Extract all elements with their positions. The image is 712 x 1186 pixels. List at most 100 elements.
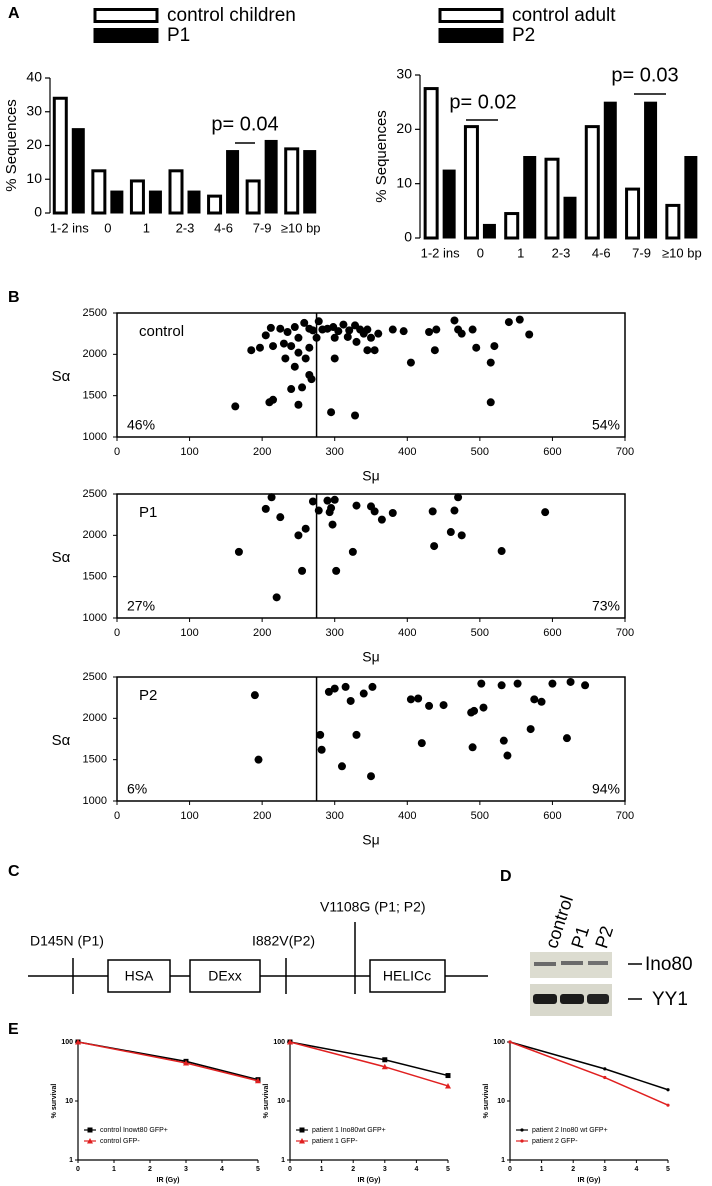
point (294, 333, 303, 342)
protein-label: Ino80 (645, 954, 693, 975)
y-tick-label: 1 (281, 1157, 285, 1164)
x-tick-label: 300 (326, 810, 344, 822)
mutation-label: D145N (P1) (30, 933, 104, 949)
y-tick-label: 1500 (83, 754, 107, 766)
annotation: p= 0.02 (449, 91, 516, 113)
point (254, 755, 263, 764)
domain-label: HELICc (383, 968, 431, 984)
point (399, 327, 408, 336)
point (367, 333, 375, 342)
point (548, 679, 557, 688)
x-tick-label: 3 (184, 1166, 188, 1173)
x-tick-label: 700 (616, 627, 634, 639)
point (334, 327, 343, 336)
x-tick-label: 4-6 (592, 245, 611, 260)
legend-label: control GFP- (100, 1138, 140, 1145)
band (588, 961, 608, 965)
panel-label: A (8, 5, 20, 22)
y-tick-label: 20 (396, 120, 412, 136)
y-tick-label: 2500 (83, 671, 107, 683)
legend-label: patient 1 Ino80wt GFP+ (312, 1127, 386, 1134)
point (581, 681, 590, 690)
legend-label: control Inowt80 GFP+ (100, 1127, 168, 1134)
x-tick-label: 1 (112, 1166, 116, 1173)
point (525, 330, 534, 339)
domain-diagram: D145N (P1) I882V(P2) V1108G (P1; P2) HSA… (28, 899, 488, 994)
point (290, 323, 299, 332)
bar (544, 157, 560, 240)
point (279, 339, 288, 348)
x-tick-label: 5 (666, 1166, 670, 1173)
x-tick-label: 1 (540, 1166, 544, 1173)
point (330, 354, 339, 363)
x-tick-label: 400 (398, 446, 416, 458)
point (327, 504, 336, 513)
share-label: 46% (127, 417, 155, 433)
point (255, 1077, 261, 1084)
domain-label: HSA (125, 968, 154, 984)
y-tick-label: 2000 (83, 348, 107, 360)
point (330, 333, 339, 342)
point (439, 701, 448, 710)
bar (665, 203, 681, 240)
point (381, 1063, 388, 1070)
point (562, 734, 571, 743)
x-tick-label: 300 (326, 627, 344, 639)
bar (207, 194, 223, 215)
bar (187, 190, 201, 214)
y-tick-label: 20 (26, 136, 42, 152)
x-tick-label: 0 (114, 810, 120, 822)
point (359, 689, 368, 698)
point (330, 684, 339, 693)
point (428, 507, 437, 516)
point (314, 317, 323, 326)
x-tick-label: 0 (508, 1166, 512, 1173)
point (234, 547, 243, 556)
point (445, 1073, 451, 1079)
point (255, 343, 264, 352)
point (470, 706, 479, 715)
y-axis-label: % Sequences (3, 99, 20, 192)
y-tick-label: 1 (501, 1157, 505, 1164)
bar (684, 156, 698, 239)
point (450, 316, 459, 325)
point (414, 694, 423, 703)
x-tick-label: 4-6 (214, 220, 233, 235)
point (323, 496, 332, 505)
bar (245, 179, 261, 215)
point (294, 531, 303, 540)
x-tick-label: ≥10 bp (281, 220, 321, 235)
x-tick-label: 1-2 ins (50, 220, 90, 235)
point (530, 695, 539, 704)
series-line (77, 1041, 259, 1082)
y-axis-label: % survival (483, 1084, 490, 1119)
x-tick-label: 400 (398, 627, 416, 639)
point (314, 506, 323, 515)
bar (625, 187, 641, 240)
band (533, 994, 557, 1004)
x-axis-label: IR (Gy) (358, 1177, 381, 1184)
x-tick-label: 0 (76, 1166, 80, 1173)
point (425, 701, 434, 710)
point (231, 402, 240, 411)
bar (284, 147, 300, 215)
mutation-label: V1108G (P1; P2) (320, 899, 426, 915)
legend-marker (87, 1138, 93, 1144)
point (328, 520, 337, 529)
x-tick-label: 1 (143, 220, 150, 235)
plot-frame (116, 676, 626, 802)
x-tick-label: 700 (616, 810, 634, 822)
series-line (289, 1041, 449, 1077)
point (377, 515, 386, 524)
y-tick-label: 0 (34, 204, 42, 220)
y-tick-label: 1000 (83, 612, 107, 624)
x-axis-label: IR (Gy) (578, 1177, 601, 1184)
point (666, 1103, 670, 1107)
y-axis-label: % survival (263, 1084, 270, 1119)
bar (442, 169, 456, 239)
y-tick-label: 2500 (83, 307, 107, 319)
x-tick-label: 0 (288, 1166, 292, 1173)
x-axis-label: Sμ (362, 832, 379, 848)
share-label: 27% (127, 598, 155, 614)
